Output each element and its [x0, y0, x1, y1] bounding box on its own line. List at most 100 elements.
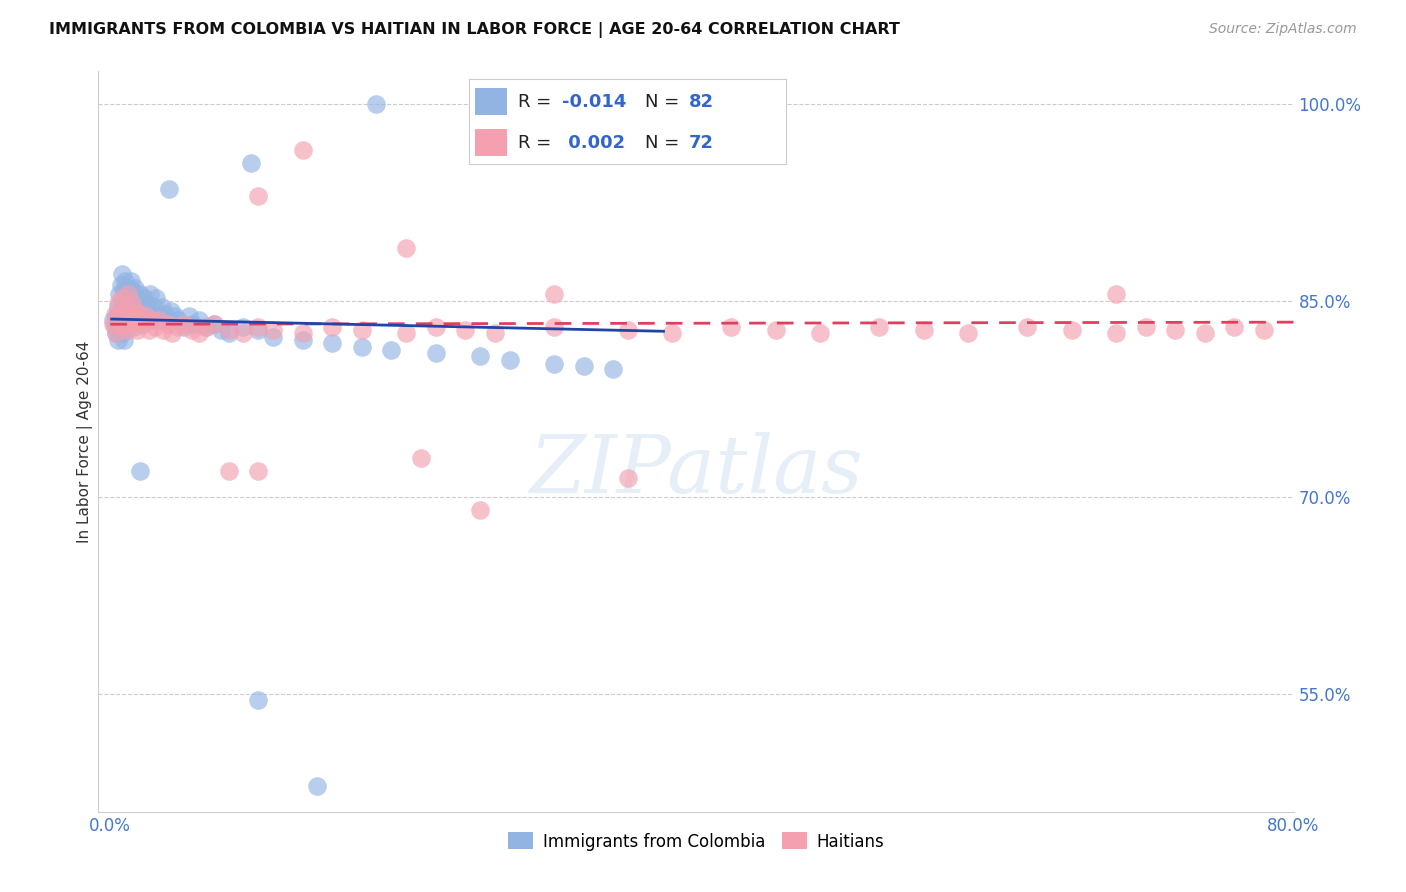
Point: [262, 330, 284, 344]
Point: [291, 326, 314, 341]
Point: [202, 318, 225, 332]
Point: [110, 277, 132, 292]
Point: [150, 300, 173, 314]
Point: [661, 326, 683, 341]
Point: [128, 464, 150, 478]
Point: [114, 296, 136, 310]
Point: [350, 322, 373, 336]
Point: [105, 326, 128, 341]
Point: [110, 319, 132, 334]
Text: ZIPatlas: ZIPatlas: [529, 433, 863, 510]
Point: [291, 143, 314, 157]
Point: [165, 310, 187, 324]
Point: [131, 296, 153, 310]
Point: [117, 280, 139, 294]
Point: [188, 326, 211, 341]
Point: [350, 339, 373, 353]
Point: [498, 352, 520, 367]
Point: [156, 318, 179, 332]
Point: [157, 182, 180, 196]
Point: [409, 450, 432, 465]
Point: [167, 313, 190, 327]
Point: [103, 313, 125, 327]
Point: [195, 319, 218, 334]
Point: [111, 291, 134, 305]
Point: [484, 326, 506, 341]
Point: [218, 464, 240, 478]
Point: [114, 319, 136, 334]
Point: [1105, 287, 1128, 301]
Point: [454, 322, 477, 336]
Point: [108, 307, 131, 321]
Point: [105, 310, 128, 324]
Point: [108, 287, 131, 301]
Point: [112, 283, 135, 297]
Point: [122, 313, 145, 327]
Point: [173, 318, 195, 332]
Point: [808, 326, 831, 341]
Point: [122, 291, 145, 305]
Point: [111, 300, 134, 314]
Point: [543, 287, 565, 301]
Point: [912, 322, 935, 336]
Point: [139, 287, 162, 301]
Point: [181, 318, 204, 332]
Point: [132, 318, 155, 332]
Point: [120, 274, 142, 288]
Point: [127, 313, 149, 327]
Point: [156, 313, 179, 327]
Point: [868, 319, 890, 334]
Point: [107, 318, 129, 332]
Point: [247, 322, 270, 336]
Point: [572, 359, 595, 374]
Point: [232, 319, 254, 334]
Point: [132, 307, 155, 321]
Point: [108, 322, 131, 336]
Point: [110, 313, 132, 327]
Point: [202, 318, 225, 332]
Point: [1253, 322, 1275, 336]
Point: [143, 300, 166, 314]
Point: [115, 322, 138, 336]
Point: [162, 326, 184, 341]
Point: [121, 283, 143, 297]
Point: [120, 304, 142, 318]
Point: [111, 268, 134, 282]
Point: [115, 287, 138, 301]
Point: [180, 322, 202, 336]
Y-axis label: In Labor Force | Age 20-64: In Labor Force | Age 20-64: [77, 341, 93, 542]
Point: [124, 304, 146, 318]
Point: [247, 464, 270, 478]
Point: [160, 304, 183, 318]
Point: [141, 313, 163, 327]
Point: [128, 307, 150, 321]
Point: [103, 318, 125, 332]
Point: [239, 156, 262, 170]
Point: [543, 319, 565, 334]
Point: [167, 319, 190, 334]
Text: IMMIGRANTS FROM COLOMBIA VS HAITIAN IN LABOR FORCE | AGE 20-64 CORRELATION CHART: IMMIGRANTS FROM COLOMBIA VS HAITIAN IN L…: [49, 22, 900, 38]
Point: [232, 326, 254, 341]
Point: [602, 361, 624, 376]
Point: [1060, 322, 1083, 336]
Point: [1194, 326, 1216, 341]
Point: [118, 310, 141, 324]
Point: [1135, 319, 1157, 334]
Point: [1017, 319, 1039, 334]
Point: [307, 779, 329, 793]
Point: [145, 291, 167, 305]
Point: [148, 313, 170, 327]
Point: [395, 241, 418, 255]
Point: [366, 97, 388, 112]
Point: [617, 470, 640, 484]
Point: [543, 357, 565, 371]
Point: [247, 693, 270, 707]
Point: [138, 322, 160, 336]
Point: [141, 307, 163, 321]
Point: [108, 310, 131, 324]
Point: [468, 503, 491, 517]
Point: [125, 322, 148, 336]
Point: [122, 319, 145, 334]
Point: [468, 349, 491, 363]
Point: [321, 335, 343, 350]
